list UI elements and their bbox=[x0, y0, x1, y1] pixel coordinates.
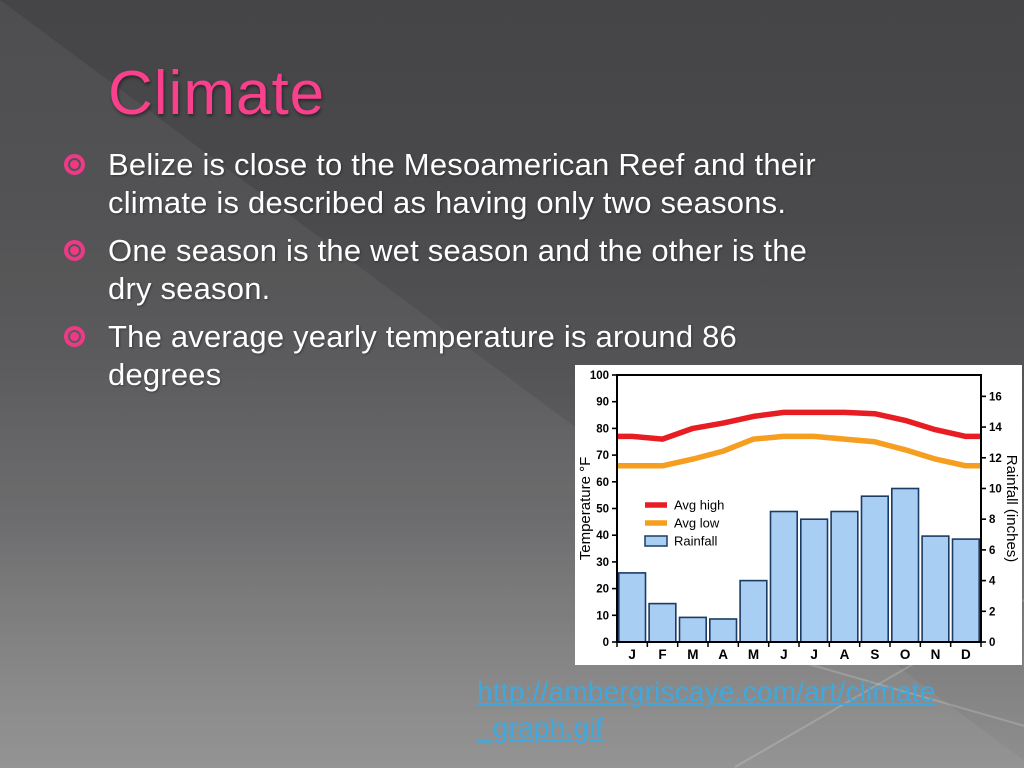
bullet-item: Belize is close to the Mesoamerican Reef… bbox=[62, 146, 962, 222]
source-link[interactable]: http://ambergriscaye.com/art/climate _gra… bbox=[477, 676, 935, 743]
svg-text:6: 6 bbox=[989, 545, 995, 557]
svg-text:8: 8 bbox=[989, 514, 996, 526]
svg-text:16: 16 bbox=[989, 391, 1002, 403]
svg-text:2: 2 bbox=[989, 606, 995, 618]
svg-text:80: 80 bbox=[596, 423, 609, 435]
svg-text:J: J bbox=[810, 647, 818, 662]
bullet-text-line: dry season. bbox=[108, 271, 271, 306]
svg-text:0: 0 bbox=[603, 637, 609, 649]
source-link-block: http://ambergriscaye.com/art/climate _gra… bbox=[477, 674, 997, 746]
svg-text:D: D bbox=[961, 647, 971, 662]
svg-text:4: 4 bbox=[989, 576, 996, 588]
svg-text:90: 90 bbox=[596, 397, 609, 409]
svg-text:40: 40 bbox=[596, 530, 609, 542]
svg-text:Temperature °F: Temperature °F bbox=[577, 457, 594, 561]
svg-text:70: 70 bbox=[596, 450, 609, 462]
bullet-text-line: climate is described as having only two … bbox=[108, 185, 787, 220]
climate-chart-svg: 0 10 20 30 40 50 60 70 80 90 100 0 2 4 6 8 10 12 14 16 J F M A M… bbox=[575, 365, 1022, 665]
svg-text:N: N bbox=[931, 647, 941, 662]
bullet-list: Belize is close to the Mesoamerican Reef… bbox=[62, 146, 962, 404]
svg-text:12: 12 bbox=[989, 453, 1002, 465]
bullet-item: The average yearly temperature is around… bbox=[62, 318, 962, 394]
svg-text:14: 14 bbox=[989, 422, 1002, 434]
svg-text:20: 20 bbox=[596, 584, 609, 596]
chart-axes: 0 10 20 30 40 50 60 70 80 90 100 0 2 4 6 8 10 12 14 16 J F M A M… bbox=[590, 370, 1003, 662]
chart-legend: Avg high Avg low Rainfall bbox=[644, 498, 724, 549]
svg-text:S: S bbox=[870, 647, 879, 662]
bullet-text-line: degrees bbox=[108, 357, 222, 392]
bullet-text-line: Belize is close to the Mesoamerican Reef… bbox=[108, 147, 816, 182]
svg-text:0: 0 bbox=[989, 637, 995, 649]
bullet-text: One season is the wet season and the oth… bbox=[108, 232, 807, 308]
source-link-line: http://ambergriscaye.com/art/climate bbox=[477, 676, 936, 707]
svg-text:Rainfall (inches): Rainfall (inches) bbox=[1003, 455, 1020, 563]
svg-text:10: 10 bbox=[596, 610, 609, 622]
svg-text:50: 50 bbox=[596, 504, 609, 516]
svg-text:10: 10 bbox=[989, 483, 1002, 495]
bullet-text-line: One season is the wet season and the oth… bbox=[108, 233, 808, 268]
svg-text:J: J bbox=[628, 647, 636, 662]
svg-text:Avg low: Avg low bbox=[674, 516, 720, 531]
source-link-line: _graph.gif bbox=[477, 712, 604, 743]
svg-text:J: J bbox=[780, 647, 788, 662]
svg-text:Rainfall: Rainfall bbox=[674, 534, 717, 549]
bullet-text-line: The average yearly temperature is around… bbox=[108, 319, 737, 354]
bullet-icon bbox=[64, 240, 85, 261]
svg-text:Avg high: Avg high bbox=[674, 498, 724, 513]
bullet-text: The average yearly temperature is around… bbox=[108, 318, 737, 394]
climate-graph-image: 0 10 20 30 40 50 60 70 80 90 100 0 2 4 6 8 10 12 14 16 J F M A M… bbox=[575, 365, 1022, 665]
bullet-text: Belize is close to the Mesoamerican Reef… bbox=[108, 146, 816, 222]
temperature-lines bbox=[618, 409, 980, 469]
svg-text:A: A bbox=[840, 647, 850, 662]
rainfall-bars bbox=[617, 487, 981, 643]
bullet-icon bbox=[64, 154, 85, 175]
svg-text:M: M bbox=[687, 647, 698, 662]
svg-text:F: F bbox=[658, 647, 666, 662]
svg-text:A: A bbox=[718, 647, 728, 662]
bullet-item: One season is the wet season and the oth… bbox=[62, 232, 962, 308]
svg-text:M: M bbox=[748, 647, 759, 662]
slide-title: Climate bbox=[108, 59, 326, 128]
bullet-icon bbox=[64, 326, 85, 347]
svg-text:60: 60 bbox=[596, 477, 609, 489]
svg-text:100: 100 bbox=[590, 370, 609, 382]
svg-text:30: 30 bbox=[596, 557, 609, 569]
svg-text:O: O bbox=[900, 647, 911, 662]
